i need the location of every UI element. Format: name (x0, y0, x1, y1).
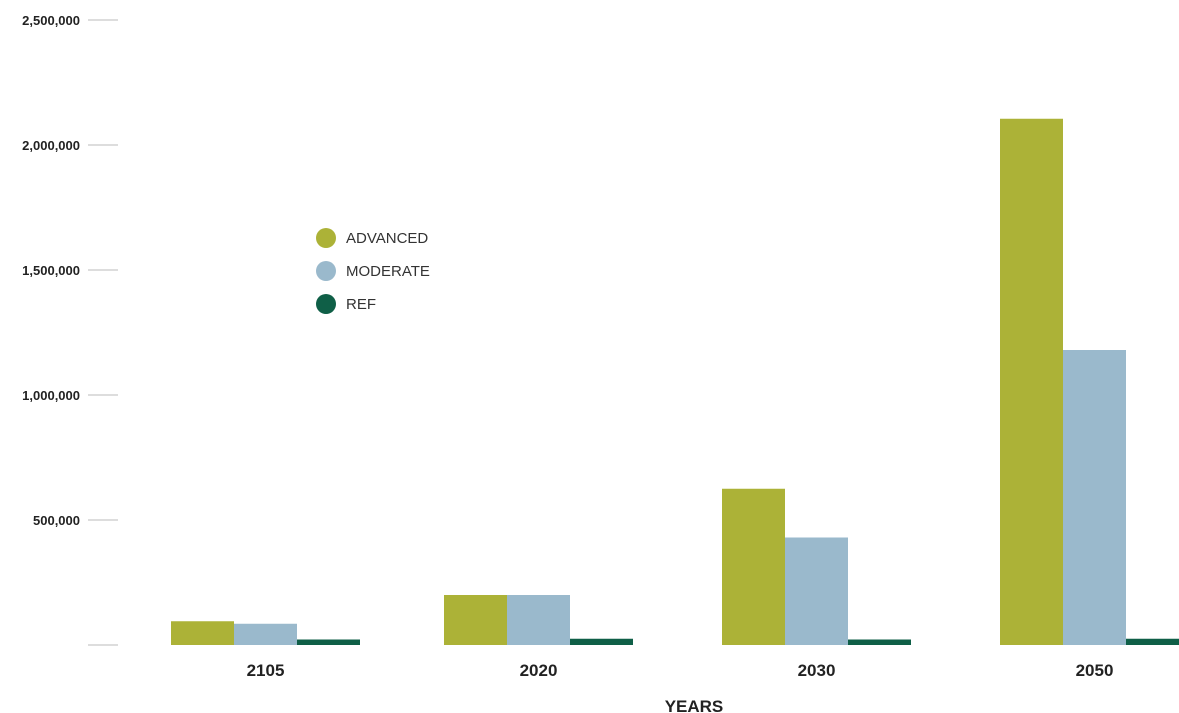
legend-swatch-advanced (316, 228, 336, 248)
bar-moderate-2105 (234, 623, 297, 645)
bar-moderate-2020 (507, 595, 570, 645)
y-tick-label: 1,000,000 (22, 388, 80, 403)
legend-swatch-ref (316, 294, 336, 314)
bar-moderate-2050 (1063, 350, 1126, 645)
y-axis: 500,000 1,000,000 1,500,000 2,000,000 2,500,… (22, 13, 118, 646)
bar-advanced-2050 (1000, 118, 1063, 645)
bar-advanced-2020 (444, 595, 507, 645)
bar-ref-2050 (1126, 638, 1179, 645)
y-tick-label: 500,000 (33, 513, 80, 528)
y-tick-label: 2,000,000 (22, 138, 80, 153)
legend-swatch-moderate (316, 261, 336, 281)
x-category-label: 2050 (1076, 661, 1114, 680)
y-tick-label: 2,500,000 (22, 13, 80, 28)
x-axis: 2105 2020 2030 2050 (247, 661, 1114, 680)
x-category-label: 2105 (247, 661, 285, 680)
bar-moderate-2030 (785, 537, 848, 645)
bars (171, 118, 1179, 645)
bar-advanced-2030 (722, 488, 785, 645)
legend: ADVANCED MODERATE REF (316, 228, 430, 314)
y-tick-label: 1,500,000 (22, 263, 80, 278)
bar-ref-2030 (848, 639, 911, 645)
x-category-label: 2030 (798, 661, 836, 680)
bar-advanced-2105 (171, 621, 234, 645)
legend-label-advanced: ADVANCED (346, 230, 428, 247)
x-category-label: 2020 (520, 661, 558, 680)
legend-label-moderate: MODERATE (346, 263, 430, 280)
bar-ref-2020 (570, 638, 633, 645)
legend-label-ref: REF (346, 296, 376, 313)
x-axis-title: YEARS (665, 697, 724, 713)
bar-ref-2105 (297, 639, 360, 645)
